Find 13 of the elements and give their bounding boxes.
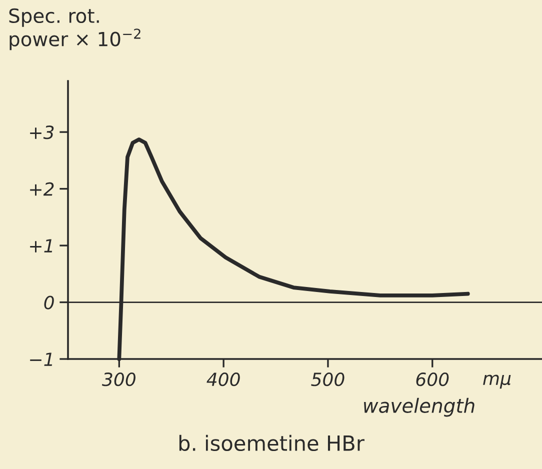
y-tick-label: +2 — [30, 182, 54, 196]
y-axis-title: Spec. rot. power × 10$^{−2}$ — [9, 8, 140, 50]
x-axis-title: wavelength — [364, 398, 474, 417]
x-tick-label: 400 — [206, 372, 240, 386]
y-tick-label: +1 — [30, 239, 52, 252]
x-tick-label: 500 — [311, 372, 344, 386]
y-tick-label: −1 — [30, 352, 52, 366]
text: mμ — [483, 374, 511, 389]
x-tick-label: 300 — [102, 372, 136, 386]
y-tick-label: +3 — [30, 126, 54, 140]
text: b. isoemetine HBr — [179, 434, 364, 452]
x-tick-label: 600 — [416, 372, 449, 386]
y-tick-label: 0 — [44, 296, 54, 310]
